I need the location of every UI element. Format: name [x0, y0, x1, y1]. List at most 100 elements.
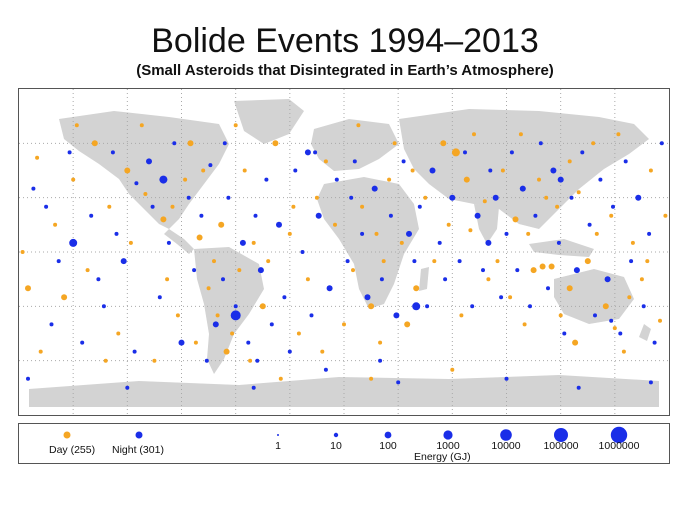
day-bolide-point: [107, 204, 112, 209]
night-bolide-point: [313, 150, 318, 155]
night-bolide-point: [246, 340, 251, 345]
day-bolide-point: [35, 155, 40, 160]
night-bolide-point: [528, 304, 532, 309]
day-bolide-point: [591, 141, 596, 146]
night-bolide-point: [443, 277, 448, 282]
day-bolide-point: [38, 349, 43, 354]
night-bolide-point: [401, 159, 406, 164]
day-bolide-point: [296, 331, 301, 336]
night-bolide-point: [425, 304, 430, 309]
night-bolide-point: [208, 163, 213, 168]
night-bolide-point: [157, 295, 162, 300]
night-bolide-point: [26, 376, 30, 381]
night-bolide-point: [388, 213, 393, 218]
day-bolide-point: [630, 240, 635, 245]
night-bolide-point: [598, 177, 603, 182]
day-bolide-point: [116, 331, 121, 336]
night-bolide-point: [371, 185, 378, 192]
night-bolide-point: [580, 150, 585, 155]
night-bolide-point: [192, 268, 197, 273]
day-bolide-point: [472, 132, 476, 137]
night-bolide-point: [499, 295, 504, 300]
night-bolide-point: [222, 141, 227, 146]
night-bolide-point: [509, 150, 514, 155]
night-bolide-point: [69, 238, 78, 247]
energy-scale: 1 10 100 1000 10000 100000 1000000: [275, 426, 640, 452]
day-bolide-point: [530, 267, 537, 274]
day-bolide-point: [323, 159, 328, 164]
day-bolide-point: [91, 140, 98, 147]
land-north-america: [59, 111, 229, 229]
day-bolide-point: [320, 349, 325, 354]
day-bolide-point: [392, 141, 397, 146]
energy-tick-label: 1: [275, 440, 281, 452]
day-bolide-point: [518, 132, 523, 137]
legend: Day (255) Night (301) 1 10 100 1000 10000 100…: [18, 423, 670, 464]
night-bolide-point: [251, 385, 256, 390]
day-bolide-point: [291, 204, 296, 209]
day-bolide-point: [143, 192, 148, 196]
legend-night-label: Night (301): [112, 444, 164, 456]
legend-night-marker: [135, 431, 143, 439]
day-bolide-point: [486, 277, 491, 282]
night-bolide-point: [652, 340, 657, 345]
day-bolide-point: [663, 213, 668, 218]
land-asia: [399, 109, 649, 229]
night-bolide-point: [352, 159, 357, 164]
day-bolide-point: [61, 294, 68, 301]
energy-scale-marker: [277, 434, 279, 436]
night-bolide-point: [166, 240, 171, 245]
day-bolide-point: [183, 177, 188, 182]
night-bolide-point: [282, 295, 287, 300]
night-bolide-point: [31, 186, 36, 191]
energy-scale-marker: [333, 432, 339, 438]
night-bolide-point: [412, 259, 417, 264]
day-bolide-point: [368, 303, 375, 310]
day-bolide-point: [594, 231, 599, 236]
night-bolide-point: [300, 250, 305, 254]
energy-scale-marker: [554, 428, 568, 442]
night-bolide-point: [309, 313, 314, 318]
night-bolide-point: [641, 304, 646, 309]
night-bolide-point: [470, 304, 475, 309]
day-bolide-point: [432, 259, 437, 264]
day-bolide-point: [495, 259, 500, 264]
night-bolide-point: [226, 195, 231, 200]
night-bolide-point: [618, 331, 623, 336]
day-bolide-point: [201, 168, 206, 173]
land-new-zealand: [639, 324, 651, 341]
night-bolide-point: [49, 322, 54, 327]
night-bolide-point: [492, 194, 499, 201]
day-bolide-point: [451, 148, 460, 157]
night-bolide-point: [593, 313, 597, 318]
day-bolide-point: [272, 140, 279, 147]
day-bolide-point: [616, 132, 621, 137]
world-map: [19, 89, 669, 415]
day-bolide-point: [314, 195, 319, 200]
day-bolide-point: [381, 259, 386, 264]
night-bolide-point: [429, 167, 436, 174]
day-bolide-point: [139, 123, 144, 128]
day-bolide-point: [567, 159, 572, 164]
day-bolide-point: [223, 348, 230, 355]
day-bolide-point: [278, 376, 283, 381]
day-bolide-point: [305, 277, 310, 282]
day-bolide-point: [374, 231, 379, 236]
night-bolide-point: [293, 168, 298, 173]
day-bolide-point: [342, 322, 346, 327]
night-bolide-point: [515, 268, 520, 273]
day-bolide-point: [369, 376, 374, 381]
night-bolide-point: [134, 181, 139, 186]
day-bolide-point: [259, 303, 266, 310]
energy-tick-label: 10: [330, 440, 342, 452]
night-bolide-point: [562, 331, 567, 336]
day-bolide-point: [212, 259, 216, 264]
land-south-america: [194, 247, 264, 374]
night-bolide-point: [648, 380, 653, 385]
day-bolide-point: [160, 216, 167, 223]
energy-tick-label: 1000: [436, 440, 460, 452]
day-bolide-point: [609, 213, 614, 218]
night-bolide-point: [519, 185, 526, 192]
map-subtitle: (Small Asteroids that Disintegrated in E…: [136, 62, 554, 79]
night-bolide-point: [264, 177, 269, 182]
